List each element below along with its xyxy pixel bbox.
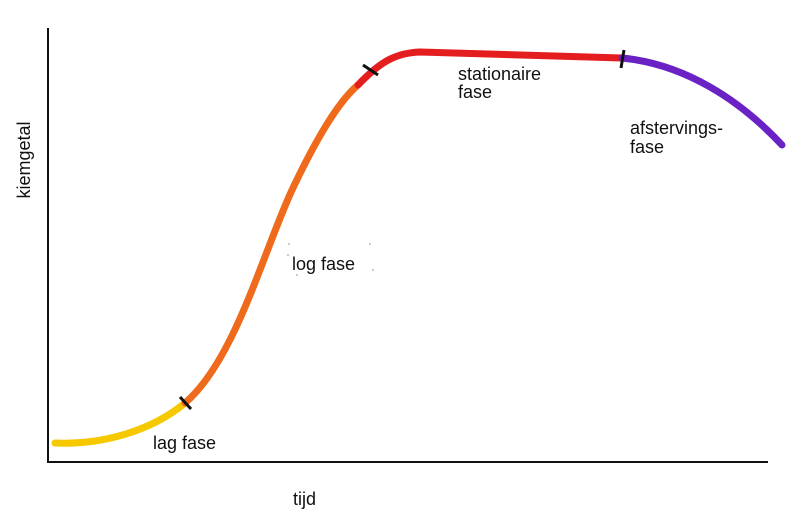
y-axis-label: kiemgetal xyxy=(14,121,34,198)
phase-label: fase xyxy=(630,137,664,157)
phase-tick xyxy=(178,395,193,411)
phase-label: afstervings- xyxy=(630,118,723,138)
death-phase-curve xyxy=(618,54,786,149)
phase-label: log fase xyxy=(292,254,355,274)
phase-tick xyxy=(362,63,379,77)
phase-label: fase xyxy=(458,82,492,102)
stationary-phase-curve xyxy=(354,48,626,89)
x-axis-label: tijd xyxy=(293,489,316,509)
phase-label: lag fase xyxy=(153,433,216,453)
phase-tick xyxy=(619,49,626,69)
lag-phase-curve xyxy=(51,399,189,447)
phase-label: stationaire xyxy=(458,64,541,84)
log-phase-curve xyxy=(181,81,362,407)
